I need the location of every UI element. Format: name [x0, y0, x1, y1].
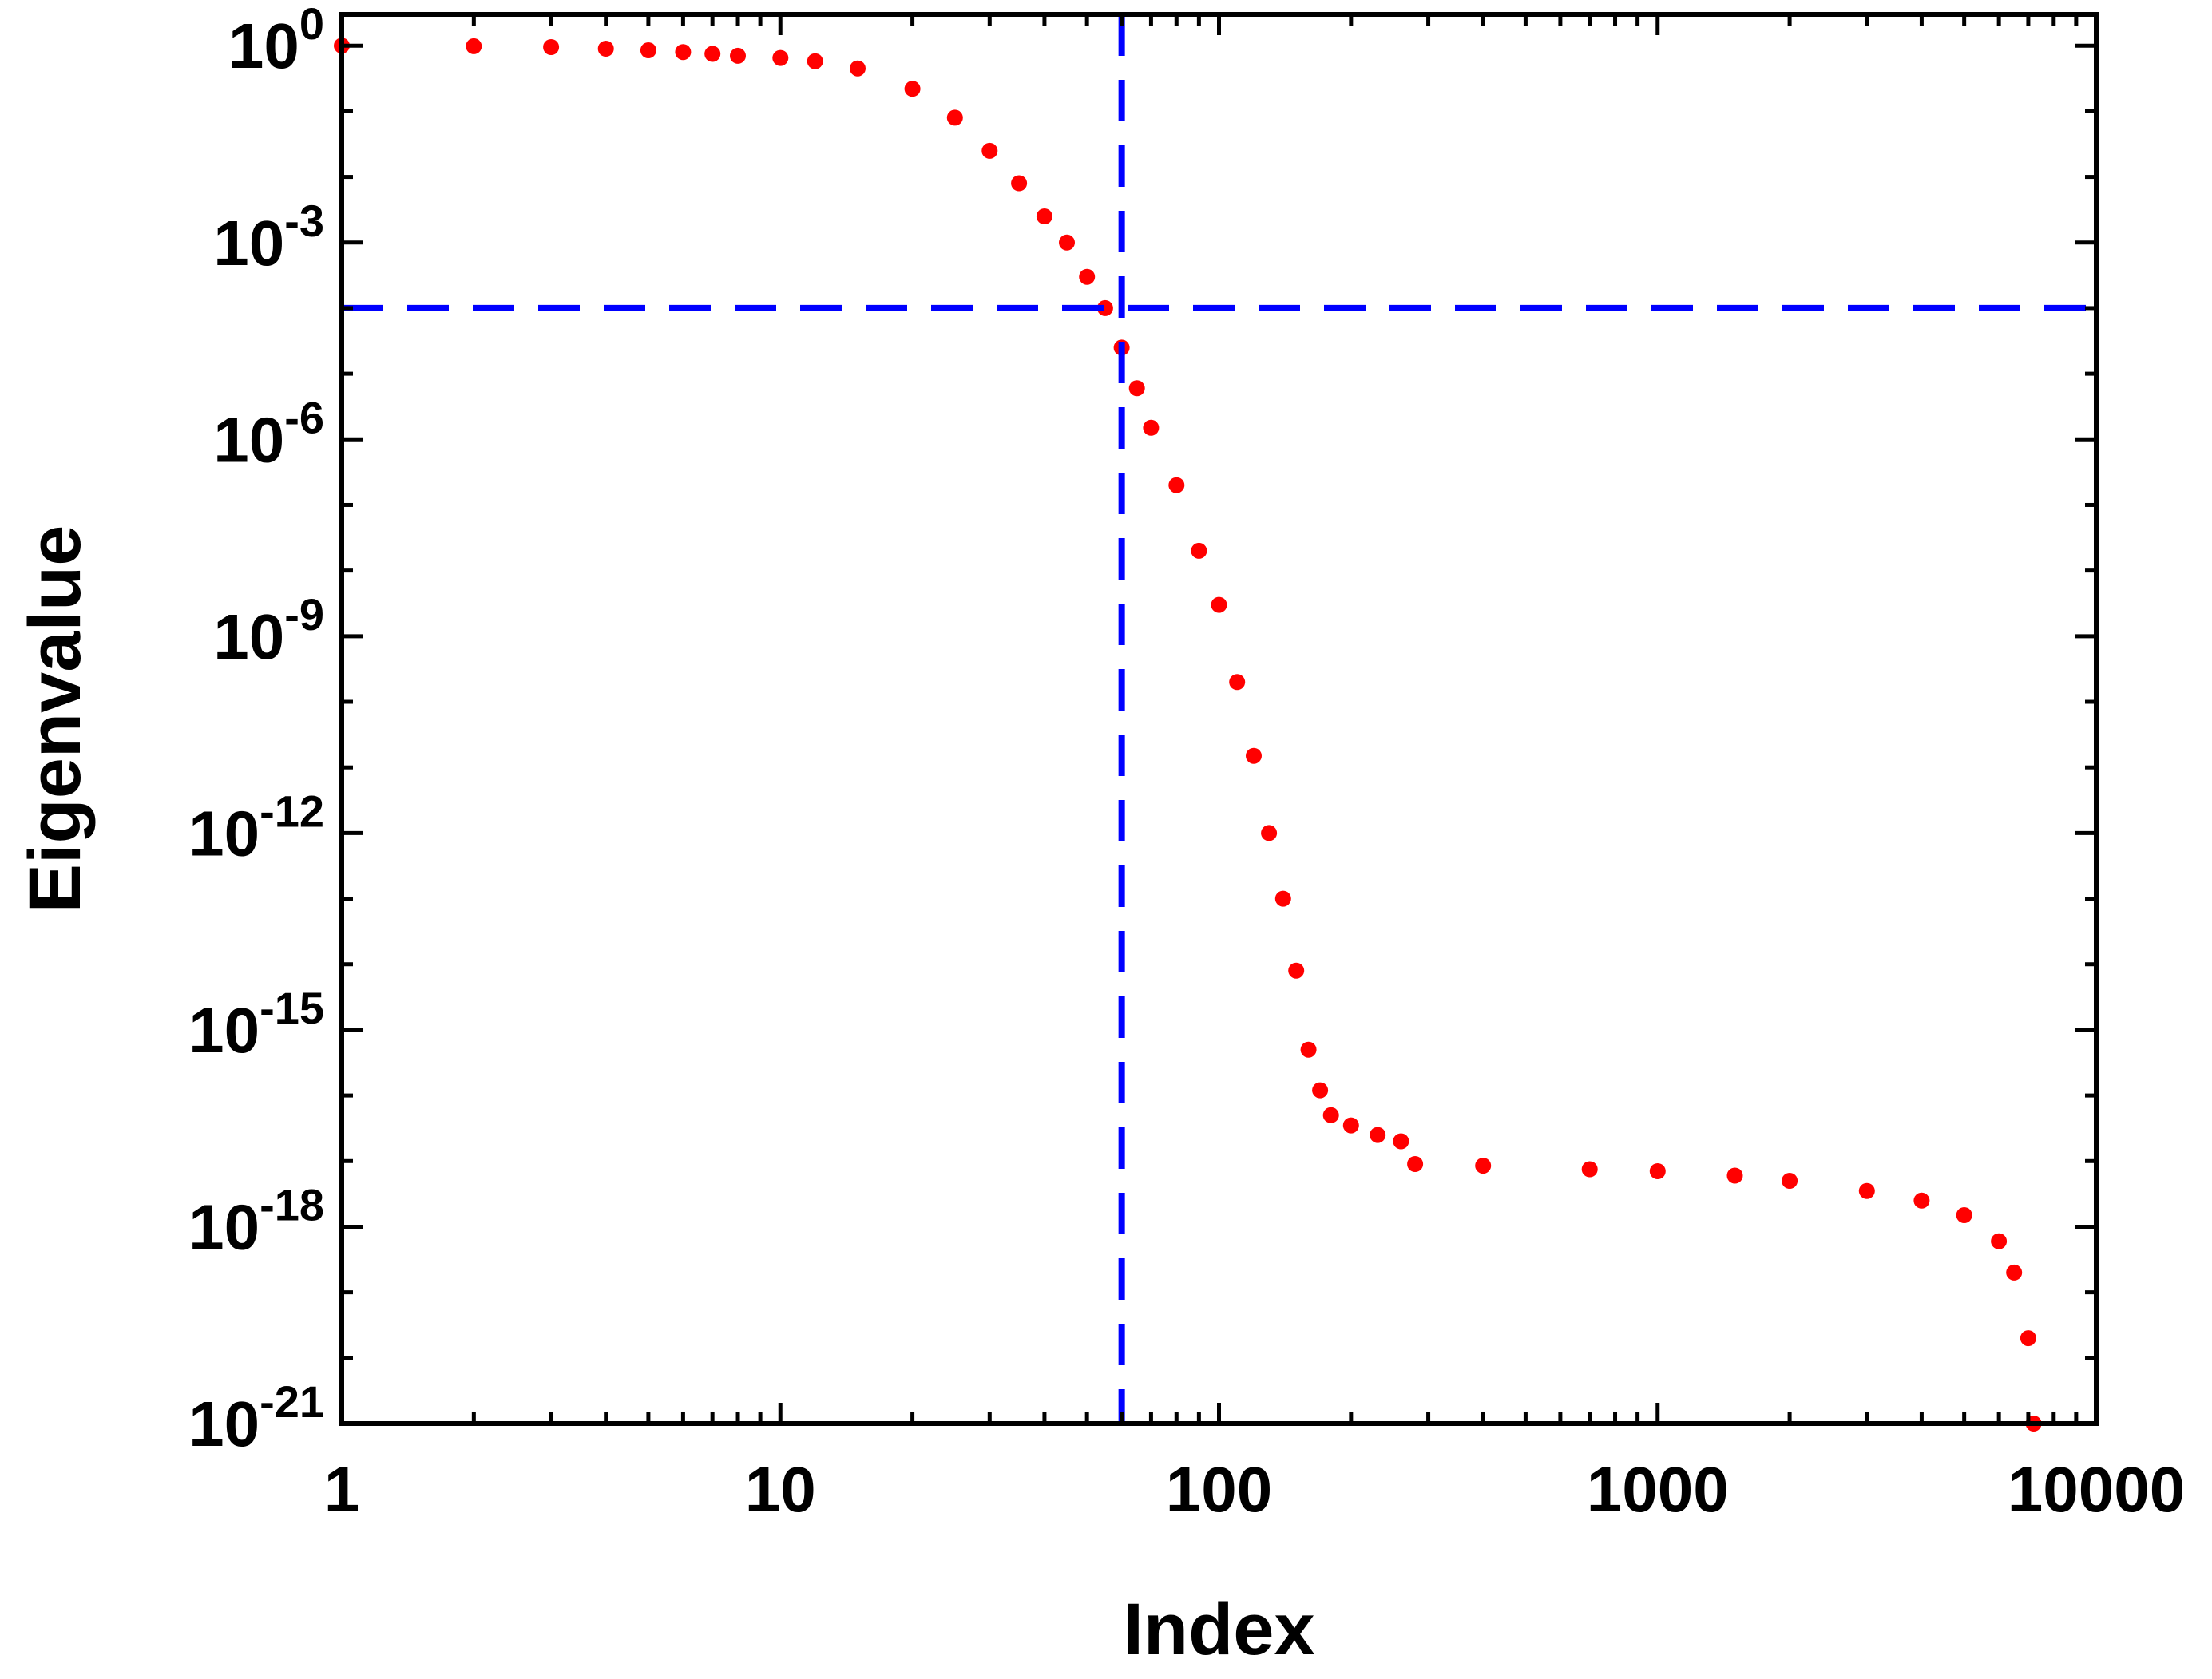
- data-point: [1858, 1182, 1875, 1199]
- data-point: [730, 47, 746, 64]
- data-point: [1342, 1117, 1359, 1134]
- data-point: [1649, 1163, 1666, 1179]
- data-point: [1191, 542, 1207, 559]
- data-point: [946, 109, 963, 126]
- data-point: [704, 46, 721, 62]
- data-point: [1300, 1041, 1317, 1058]
- data-point: [1322, 1107, 1339, 1123]
- data-point: [850, 60, 866, 77]
- data-point: [807, 53, 823, 69]
- data-point: [1407, 1156, 1424, 1172]
- data-point: [1393, 1133, 1409, 1150]
- data-point: [1288, 962, 1305, 979]
- axis-ticks: [339, 14, 2099, 1426]
- data-point: [1261, 825, 1278, 841]
- y-tick-label: 10-12: [188, 786, 324, 869]
- data-point: [466, 38, 482, 54]
- data-point: [981, 142, 998, 159]
- data-point: [1128, 380, 1145, 397]
- data-point: [543, 39, 560, 55]
- data-point: [1956, 1207, 1972, 1223]
- data-point: [640, 42, 656, 58]
- data-point: [1782, 1173, 1798, 1189]
- data-point: [1726, 1167, 1743, 1184]
- x-tick-label: 10: [745, 1454, 816, 1525]
- y-tick-label: 10-21: [188, 1376, 324, 1459]
- data-point: [1991, 1233, 2008, 1249]
- data-point: [1274, 890, 1291, 907]
- series-0: [334, 38, 2042, 1432]
- x-tick-label: 1: [324, 1454, 360, 1525]
- data-point: [904, 81, 921, 97]
- x-axis-title: Index: [1123, 1589, 1314, 1670]
- x-tick-label: 1000: [1587, 1454, 1729, 1525]
- data-point: [772, 49, 789, 66]
- y-axis-title: Eigenvalue: [14, 525, 96, 913]
- data-point: [597, 41, 614, 57]
- data-point: [2006, 1264, 2023, 1281]
- data-point: [1475, 1158, 1492, 1174]
- x-tick-labels: 1 10 100 1000 10000: [324, 1454, 2185, 1525]
- y-tick-label: 10-18: [188, 1179, 324, 1262]
- x-tick-label: 100: [1166, 1454, 1272, 1525]
- data-point: [1246, 747, 1262, 764]
- data-point: [1059, 234, 1075, 251]
- data-point: [1229, 674, 1246, 691]
- y-tick-label: 100: [228, 0, 324, 81]
- plot-area: [334, 38, 2042, 1432]
- reference-lines: [342, 14, 2096, 1424]
- data-point: [1096, 299, 1113, 316]
- data-point: [1168, 477, 1185, 493]
- data-point: [1079, 268, 1096, 285]
- x-tick-label: 10000: [2008, 1454, 2185, 1525]
- data-point: [1011, 175, 1028, 192]
- plot-frame: [339, 12, 2099, 1426]
- y-tick-label: 10-15: [188, 983, 324, 1066]
- data-point: [1143, 419, 1160, 436]
- data-point: [1312, 1082, 1329, 1099]
- y-tick-label: 10-6: [213, 392, 324, 475]
- y-tick-label: 10-9: [213, 589, 324, 672]
- data-point: [2020, 1330, 2036, 1347]
- data-point: [1913, 1192, 1930, 1209]
- y-tick-label: 10-3: [213, 196, 324, 279]
- data-point: [1036, 208, 1052, 224]
- data-point: [675, 44, 692, 61]
- data-point: [1581, 1161, 1598, 1178]
- y-tick-labels: 100 10-3 10-6 10-9 10-12 10-15 10-18 10-21: [188, 0, 324, 1459]
- data-point: [1211, 596, 1227, 613]
- data-point: [1370, 1127, 1386, 1143]
